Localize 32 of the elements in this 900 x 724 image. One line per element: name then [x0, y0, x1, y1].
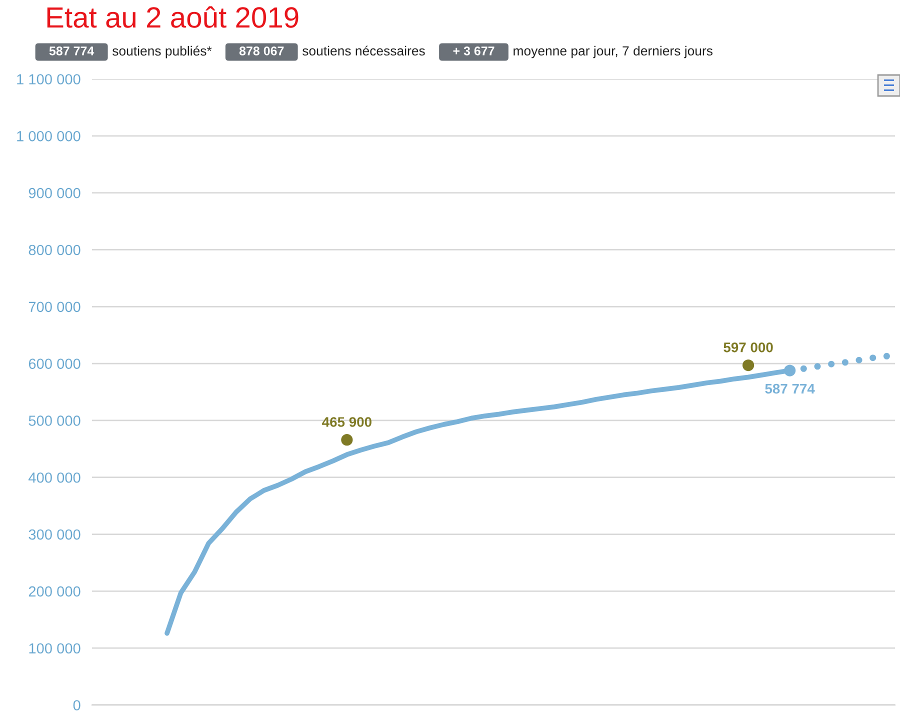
y-tick-label: 300 000 [28, 529, 80, 540]
y-tick-label: 200 000 [28, 586, 80, 597]
y-tick-label: 100 000 [29, 643, 80, 654]
y-tick-label: 900 000 [28, 188, 80, 198]
point [828, 360, 835, 368]
text: soutiens nécessaires [302, 46, 425, 56]
y-tick-label: 1 100 000 [17, 74, 80, 84]
y-tick-label: 1 000 000 [17, 131, 80, 142]
point [856, 356, 862, 364]
y-tick-label: 500 000 [28, 416, 80, 426]
point [784, 364, 796, 376]
text: 878 067 [239, 46, 284, 56]
chart-title: Etat au 2 août 2019 [47, 6, 298, 28]
y-tick-label: 700 000 [28, 302, 80, 312]
point [742, 359, 754, 372]
point [800, 365, 807, 372]
text: moyenne par jour, 7 derniers jours [514, 46, 712, 58]
y-tick-label: 0 [73, 700, 80, 710]
data-label: 587 774 [765, 384, 815, 394]
data-label: 597 000 [724, 342, 773, 352]
text: soutiens publiés* [112, 46, 212, 58]
y-tick-label: 400 000 [28, 472, 80, 483]
y-tick-label: 600 000 [28, 358, 80, 369]
point [341, 434, 353, 446]
text: 587 774 [49, 46, 94, 56]
text: + 3 677 [453, 46, 494, 56]
point [814, 363, 821, 370]
point [870, 354, 876, 362]
y-tick-label: 800 000 [28, 244, 80, 256]
point [883, 352, 890, 360]
point [842, 359, 848, 366]
data-label: 465 900 [322, 417, 372, 427]
